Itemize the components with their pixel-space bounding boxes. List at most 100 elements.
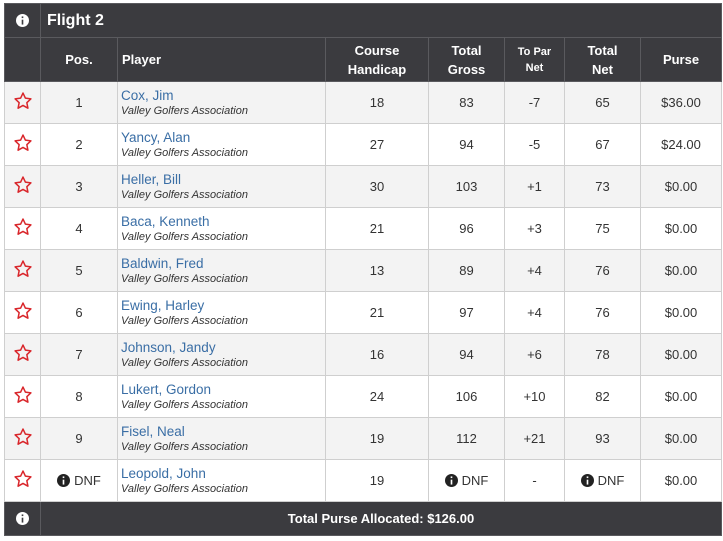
total-net: 76 [595,263,610,278]
player-name-link[interactable]: Ewing, Harley [121,297,205,313]
position: 7 [75,347,83,362]
player-association: Valley Golfers Association [121,356,248,369]
info-icon[interactable] [57,474,71,487]
favorite-cell[interactable] [4,81,41,124]
course-handicap: 24 [325,375,429,418]
total-net-cell: 78 [564,333,641,376]
header-gross-line1: Total [451,42,482,58]
favorite-cell[interactable] [4,291,41,334]
position: DNF [74,473,101,488]
footer-info-cell[interactable] [4,501,41,536]
to-par-net: +10 [504,375,565,418]
position-cell: 1 [40,81,118,124]
info-icon[interactable] [16,511,29,525]
favorite-cell[interactable] [4,375,41,418]
header-gross-line2: Gross [447,61,486,77]
favorite-cell[interactable] [4,123,41,166]
player-name-link[interactable]: Baldwin, Fred [121,255,204,271]
player-name-link[interactable]: Yancy, Alan [121,129,191,145]
total-net-cell: 65 [564,81,641,124]
star-outline-icon[interactable] [13,385,33,405]
favorite-cell[interactable] [4,459,41,502]
info-icon[interactable] [444,474,458,487]
flight-title-bar: Flight 2 [4,3,723,38]
total-gross: 112 [456,431,477,446]
star-outline-icon[interactable] [13,427,33,447]
player-cell: Heller, Bill Valley Golfers Association [117,165,326,208]
purse: $0.00 [639,207,723,250]
purse: $0.00 [639,375,723,418]
total-net-cell: 75 [564,207,641,250]
total-gross-cell: 83 [428,81,505,124]
course-handicap: 21 [325,291,429,334]
star-outline-icon[interactable] [13,175,33,195]
star-outline-icon[interactable] [13,301,33,321]
star-outline-icon[interactable] [13,217,33,237]
total-net: DNF [597,473,625,488]
star-outline-icon[interactable] [13,259,33,279]
course-handicap: 21 [325,207,429,250]
favorite-cell[interactable] [4,207,41,250]
total-gross: DNF [461,473,489,488]
total-gross-cell: 103 [428,165,505,208]
to-par-net: +21 [504,417,565,460]
header-handicap-line2: Handicap [347,61,407,77]
total-net-cell: DNF [564,459,641,502]
position-cell: 5 [40,249,118,292]
table-row: 1 Cox, Jim Valley Golfers Association 18 83-… [4,81,723,124]
position-cell: 6 [40,291,118,334]
favorite-cell[interactable] [4,417,41,460]
favorite-cell[interactable] [4,165,41,208]
player-association: Valley Golfers Association [121,230,248,243]
total-gross: 97 [459,305,474,320]
purse: $0.00 [639,249,723,292]
star-outline-icon[interactable] [13,91,33,111]
favorite-cell[interactable] [4,333,41,376]
player-name-link[interactable]: Heller, Bill [121,171,182,187]
to-par-net: - [504,459,565,502]
flight-title: Flight 2 [39,3,723,38]
player-cell: Fisel, Neal Valley Golfers Association [117,417,326,460]
player-name-link[interactable]: Lukert, Gordon [121,381,212,397]
star-outline-icon[interactable] [13,133,33,153]
player-cell: Lukert, Gordon Valley Golfers Association [117,375,326,418]
course-handicap: 30 [325,165,429,208]
purse: $36.00 [639,81,723,124]
player-cell: Yancy, Alan Valley Golfers Association [117,123,326,166]
player-cell: Cox, Jim Valley Golfers Association [117,81,326,124]
player-name-link[interactable]: Cox, Jim [121,87,174,103]
course-handicap: 13 [325,249,429,292]
player-name-link[interactable]: Fisel, Neal [121,423,185,439]
header-handicap-line1: Course [354,42,400,58]
total-gross-cell: 89 [428,249,505,292]
star-outline-icon[interactable] [13,469,33,489]
player-cell: Baldwin, Fred Valley Golfers Association [117,249,326,292]
course-handicap: 18 [325,81,429,124]
player-name-link[interactable]: Johnson, Jandy [121,339,216,355]
total-net: 93 [595,431,610,446]
title-info-cell[interactable] [4,3,41,38]
player-name-link[interactable]: Baca, Kenneth [121,213,210,229]
to-par-net: +4 [504,291,565,334]
player-cell: Johnson, Jandy Valley Golfers Association [117,333,326,376]
position-cell: 8 [40,375,118,418]
table-row: 2 Yancy, Alan Valley Golfers Association 27… [4,123,723,166]
leaderboard: Flight 2 Pos. Player Course Handicap Tota… [4,3,723,536]
total-net-cell: 93 [564,417,641,460]
table-row: DNF Leopold, John Valley Golfers Associati… [4,459,723,502]
favorite-cell[interactable] [4,249,41,292]
star-outline-icon[interactable] [13,343,33,363]
total-gross-cell: 97 [428,291,505,334]
total-gross-cell: 106 [428,375,505,418]
info-icon[interactable] [16,13,29,27]
player-association: Valley Golfers Association [121,272,248,285]
info-icon[interactable] [580,474,594,487]
header-pos: Pos. [40,37,118,82]
player-name-link[interactable]: Leopold, John [121,465,206,481]
flight-table: Flight 2 Pos. Player Course Handicap Tota… [4,3,723,536]
position: 3 [75,179,83,194]
total-gross-cell: 94 [428,123,505,166]
position: 5 [75,263,83,278]
course-handicap: 16 [325,333,429,376]
total-gross: 103 [455,179,478,194]
